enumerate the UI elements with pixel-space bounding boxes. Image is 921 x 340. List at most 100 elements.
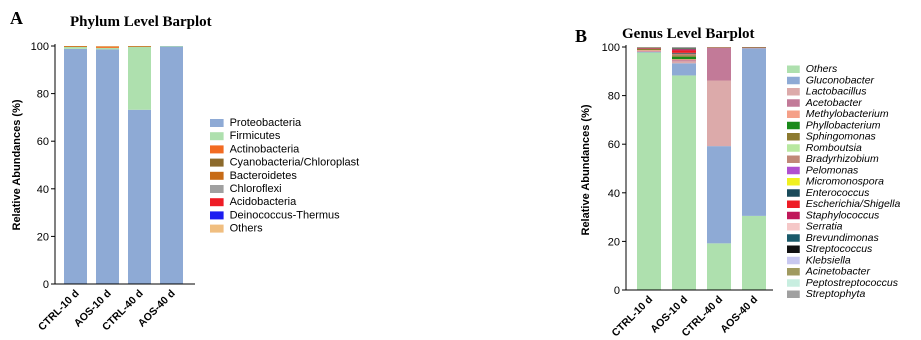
bar-segment-aos-10-d-escherichia-shigella [672,50,696,53]
x-tick-label-ctrl-10-d: CTRL-10 d [36,288,82,334]
panel-a-title: Phylum Level Barplot [70,14,212,30]
legend-label-pelomonas: Pelomonas [806,164,859,176]
legend-swatch-escherichia-shigella [787,200,800,208]
panel-b-bars [637,47,766,290]
bar-segment-aos-10-d-phyllobacterium [672,56,696,60]
bar-segment-ctrl-10-d-acetobacter [637,50,661,52]
bar-segment-ctrl-40-d-gluconobacter [707,146,731,244]
bar-segment-aos-10-d-lactobacillus [672,61,696,64]
bar-segment-ctrl-10-d-others [637,52,661,290]
bar-segment-ctrl-40-d-bacteroidetes [128,46,151,47]
legend-swatch-enterococcus [787,189,800,197]
legend-swatch-others [210,224,224,233]
legend-swatch-acidobacteria [210,198,224,207]
legend-swatch-serratia [787,223,800,231]
legend-swatch-pelomonas [787,166,800,175]
bar-segment-ctrl-10-d-sphingomonas [637,48,661,51]
bar-segment-aos-10-d-proteobacteria [96,49,119,284]
bar-segment-aos-40-d-gluconobacter [742,48,766,216]
legend-label-bacteroidetes: Bacteroidetes [230,170,298,182]
bar-segment-aos-10-d-firmicutes [96,47,119,50]
bar-segment-aos-10-d-others [96,46,119,47]
bar-segment-ctrl-40-d-others [707,243,731,290]
bar-segment-ctrl-40-d-lactobacillus [707,80,731,147]
bar-segment-ctrl-10-d-streptophyta [637,47,661,48]
y-tick-label-40: 40 [608,188,620,200]
legend-swatch-streptococcus [787,245,800,253]
bar-segment-ctrl-10-d-lactobacillus [637,51,661,52]
legend-label-streptophyta: Streptophyta [806,288,866,300]
bar-segment-ctrl-10-d-staphylococcus [637,47,661,49]
legend-label-lactobacillus: Lactobacillus [806,86,867,98]
bar-segment-aos-40-d-others [742,215,766,290]
y-tick-label-80: 80 [608,91,620,103]
legend-label-klebsiella: Klebsiella [806,254,851,266]
legend-label-bradyrhizobium: Bradyrhizobium [806,153,879,165]
panel-b-label: B [575,26,587,46]
y-tick-label-80: 80 [37,89,49,101]
y-tick-label-0: 0 [614,285,620,297]
bar-segment-ctrl-10-d-bacteroidetes [64,46,87,47]
legend-label-chloroflexi: Chloroflexi [230,183,282,195]
y-tick-label-20: 20 [608,236,620,248]
y-tick-label-60: 60 [37,136,49,148]
legend-swatch-micromonospora [787,178,800,186]
legend-label-deinococcus-thermus: Deinococcus-Thermus [230,209,341,221]
legend-label-peptostreptococcus: Peptostreptococcus [806,277,899,289]
bar-segment-aos-10-d-others [672,75,696,290]
y-tick-label-60: 60 [608,139,620,151]
y-tick-label-0: 0 [43,279,49,291]
legend-label-streptococcus: Streptococcus [806,243,873,255]
bar-segment-aos-10-d-streptophyta [672,47,696,48]
legend-label-serratia: Serratia [806,221,843,233]
legend-label-methylobacterium: Methylobacterium [806,108,889,120]
bar-segment-aos-10-d-actinobacteria [96,46,119,48]
legend-swatch-methylobacterium [787,110,800,118]
bar-segment-aos-10-d-acetobacter [672,60,696,62]
bar-segment-aos-10-d-acinetobacter [672,47,696,49]
bar-segment-aos-10-d-brevundimonas [672,48,696,50]
bar-segment-ctrl-10-d-gluconobacter [637,51,661,53]
legend-label-romboutsia: Romboutsia [806,142,862,154]
legend-label-acinetobacter: Acinetobacter [805,266,871,278]
legend-swatch-proteobacteria [210,119,224,127]
legend-label-enterococcus: Enterococcus [806,187,870,199]
legend-swatch-phyllobacterium [787,121,800,130]
bar-segment-ctrl-40-d-firmicutes [128,46,151,110]
bar-segment-ctrl-10-d-methylobacterium [637,50,661,51]
panel-a-bars [64,46,183,284]
y-tick-label-100: 100 [602,42,620,54]
legend-label-acidobacteria: Acidobacteria [230,196,298,208]
bar-segment-aos-40-d-proteobacteria [160,46,183,284]
bar-segment-aos-40-d-acetobacter [742,47,766,49]
x-tick-label-ctrl-10-d: CTRL-10 d [610,294,656,340]
legend-swatch-brevundimonas [787,234,800,242]
legend-label-phyllobacterium: Phyllobacterium [806,119,881,131]
legend-swatch-cyanobacteria-chloroplast [210,158,224,167]
bar-segment-aos-40-d-firmicutes [160,46,183,47]
panel-b-title: Genus Level Barplot [622,26,755,42]
legend-swatch-romboutsia [787,144,800,152]
bar-segment-ctrl-10-d-proteobacteria [64,48,87,284]
legend-swatch-staphylococcus [787,211,800,220]
bar-segment-ctrl-40-d-acetobacter [707,47,731,81]
legend-label-others: Others [806,63,838,75]
legend-swatch-actinobacteria [210,145,224,154]
legend-swatch-deinococcus-thermus [210,211,224,220]
legend-swatch-streptophyta [787,290,800,298]
legend-swatch-peptostreptococcus [787,279,800,287]
legend-swatch-sphingomonas [787,133,800,141]
legend-label-proteobacteria: Proteobacteria [230,117,302,129]
legend-swatch-firmicutes [210,132,224,141]
bar-segment-aos-10-d-staphylococcus [672,49,696,51]
y-tick-label-40: 40 [37,184,49,196]
panel-b-y-axis-label: Relative Abundances (%) [580,104,592,235]
legend-swatch-acetobacter [787,99,800,107]
bar-segment-ctrl-10-d-acinetobacter [637,47,661,49]
panel-b: B Genus Level Barplot Relative Abundance… [575,26,900,339]
legend-swatch-gluconobacter [787,76,800,85]
legend-label-acetobacter: Acetobacter [805,97,863,109]
legend-label-cyanobacteria-chloroplast: Cyanobacteria/Chloroplast [230,157,360,169]
